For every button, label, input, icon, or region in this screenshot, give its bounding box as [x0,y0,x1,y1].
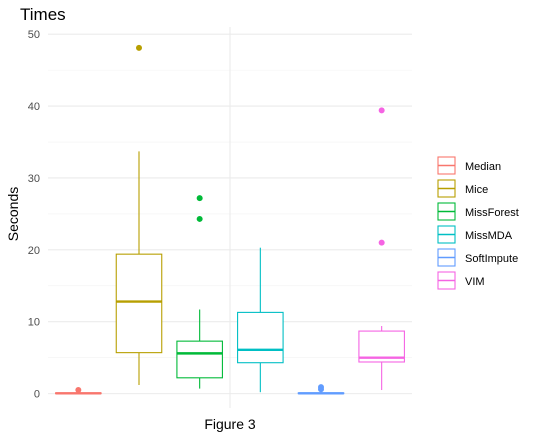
y-ticks: 0 10 20 30 40 50 [28,29,40,400]
legend-item-missmda: MissMDA [437,225,513,244]
y-tick-label: 40 [28,101,40,113]
y-tick-label: 0 [34,389,40,401]
outlier-point [318,384,324,391]
outlier-point [196,195,203,202]
legend-label: Mice [465,184,488,196]
boxes [55,44,405,395]
outlier-point [378,239,385,246]
outlier-point [378,107,385,114]
legend: Median Mice MissForest MissMDA SoftImpute VIM [437,156,519,290]
outlier-point [196,215,203,222]
gridlines [48,27,412,408]
box-rect [237,311,284,364]
outlier-point [75,387,82,394]
box-vim [358,107,405,391]
chart-title: Times [20,5,66,24]
x-axis-title: Figure 3 [204,416,256,432]
legend-label: MissForest [465,207,519,219]
legend-label: Median [465,161,501,173]
outlier-point [136,44,142,51]
box-rect [115,253,163,354]
legend-item-missforest: MissForest [437,202,519,221]
legend-label: VIM [465,276,485,288]
y-tick-label: 30 [28,173,40,185]
y-tick-label: 50 [28,29,40,41]
legend-item-softimpute: SoftImpute [437,248,518,267]
box-median [55,387,102,395]
box-rect [176,340,223,379]
legend-label: MissMDA [465,230,513,242]
y-tick-label: 20 [28,245,40,257]
box-softimpute [297,384,345,395]
legend-label: SoftImpute [465,253,518,265]
box-missmda [237,247,284,393]
box-missforest [176,195,223,389]
box-mice [115,44,163,385]
legend-item-mice: Mice [437,179,488,198]
y-axis-title: Seconds [5,187,21,241]
y-tick-label: 10 [28,317,40,329]
legend-item-vim: VIM [437,271,485,290]
legend-item-median: Median [437,156,501,175]
